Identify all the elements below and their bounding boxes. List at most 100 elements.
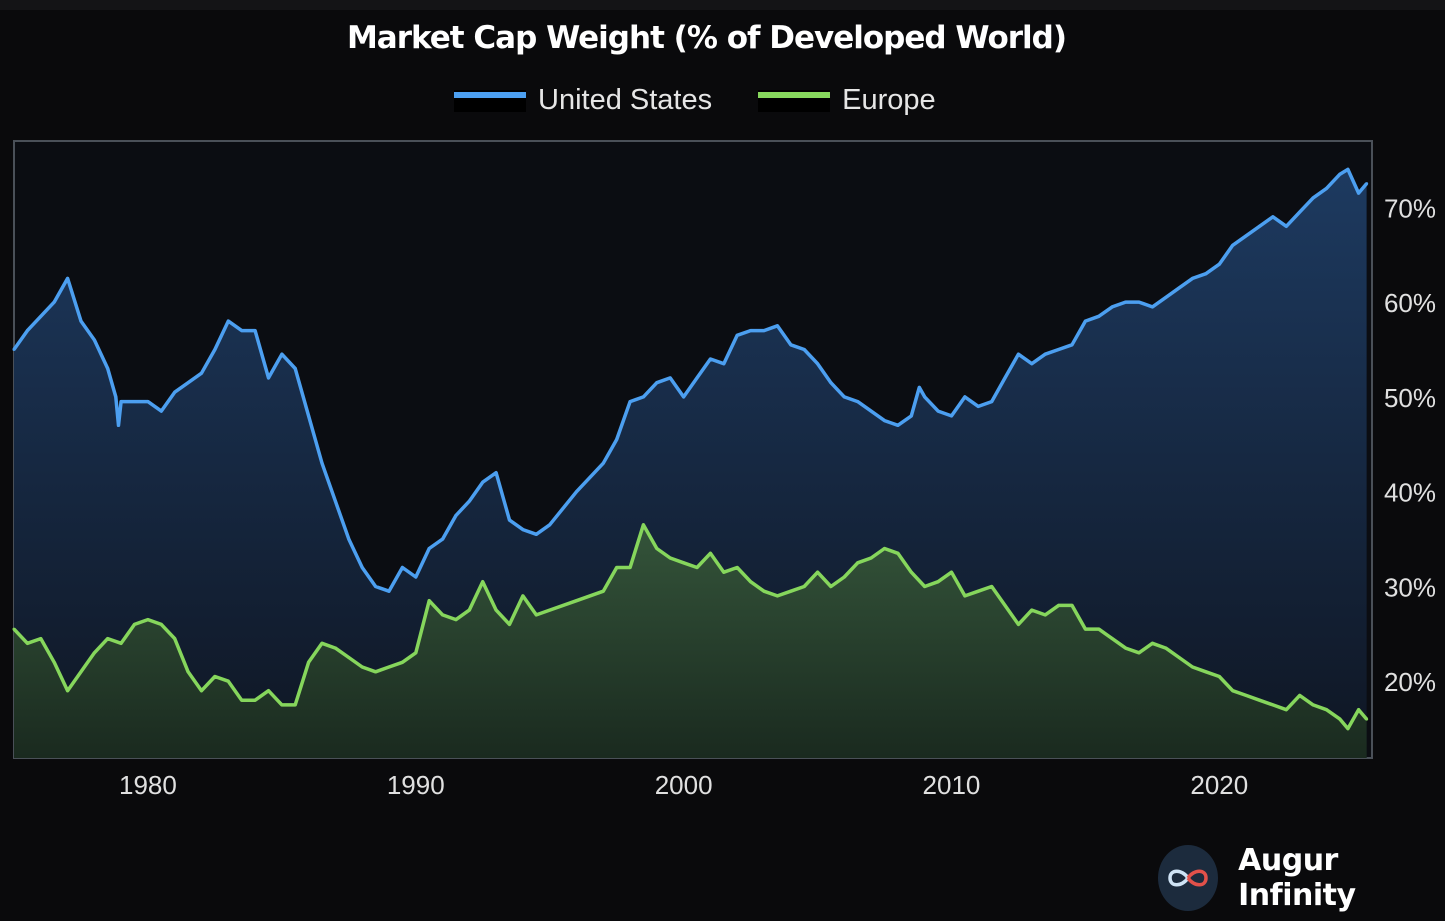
point-us	[534, 532, 538, 536]
point-us	[1110, 305, 1114, 309]
point-us	[307, 414, 311, 418]
point-us	[909, 414, 913, 418]
point-us	[199, 371, 203, 375]
point-us	[1324, 186, 1328, 190]
point-us	[856, 400, 860, 404]
point-europe	[253, 698, 257, 702]
y-tick-label: 60%	[1384, 288, 1436, 318]
point-europe	[802, 584, 806, 588]
point-us	[347, 537, 351, 541]
point-us	[481, 480, 485, 484]
point-us	[66, 276, 70, 280]
point-europe	[695, 565, 699, 569]
point-europe	[534, 613, 538, 617]
point-europe	[1357, 708, 1361, 712]
point-us	[1191, 276, 1195, 280]
point-europe	[615, 565, 619, 569]
point-us	[682, 395, 686, 399]
infinity-icon	[1158, 845, 1219, 911]
point-europe	[293, 703, 297, 707]
point-us	[414, 575, 418, 579]
point-us	[1284, 224, 1288, 228]
point-us	[1258, 224, 1262, 228]
point-europe	[548, 608, 552, 612]
point-europe	[842, 575, 846, 579]
point-europe	[1244, 693, 1248, 697]
point-europe	[414, 651, 418, 655]
legend-item-europe: Europe	[758, 84, 936, 117]
point-europe	[1346, 727, 1350, 731]
point-us	[116, 423, 120, 427]
point-us	[615, 438, 619, 442]
point-europe	[186, 670, 190, 674]
area-europe	[14, 524, 1367, 758]
point-europe	[240, 698, 244, 702]
point-us	[789, 343, 793, 347]
point-europe	[133, 622, 137, 626]
point-europe	[441, 613, 445, 617]
point-us	[816, 362, 820, 366]
point-us	[374, 584, 378, 588]
point-europe	[1043, 613, 1047, 617]
point-us	[1043, 352, 1047, 356]
point-europe	[668, 556, 672, 560]
point-europe	[762, 589, 766, 593]
x-tick-label: 2000	[655, 770, 713, 800]
brand-name: Augur Infinity	[1238, 843, 1356, 913]
point-us	[119, 400, 123, 404]
y-tick-label: 20%	[1384, 667, 1436, 697]
point-europe	[427, 599, 431, 603]
point-europe	[829, 584, 833, 588]
point-europe	[25, 641, 29, 645]
point-us	[1070, 343, 1074, 347]
point-us	[1204, 272, 1208, 276]
point-us	[1177, 286, 1181, 290]
point-us	[1164, 295, 1168, 299]
point-europe	[266, 689, 270, 693]
point-europe	[226, 679, 230, 683]
point-us	[655, 381, 659, 385]
point-us	[990, 400, 994, 404]
point-europe	[1324, 708, 1328, 712]
point-us	[917, 385, 921, 389]
point-us	[896, 423, 900, 427]
point-us	[1271, 215, 1275, 219]
point-europe	[722, 570, 726, 574]
point-us	[293, 366, 297, 370]
point-us	[936, 409, 940, 413]
legend-label-us: United States	[538, 84, 713, 116]
point-us	[12, 348, 16, 352]
point-europe	[682, 561, 686, 565]
point-europe	[481, 580, 485, 584]
point-us	[1346, 167, 1350, 171]
point-europe	[735, 565, 739, 569]
point-europe	[816, 570, 820, 574]
point-europe	[574, 599, 578, 603]
point-us	[25, 329, 29, 333]
point-us	[1097, 314, 1101, 318]
point-us	[427, 547, 431, 551]
point-europe	[990, 584, 994, 588]
point-europe	[1338, 717, 1342, 721]
point-europe	[976, 589, 980, 593]
point-europe	[1298, 693, 1302, 697]
point-us	[114, 395, 118, 399]
point-europe	[1204, 670, 1208, 674]
point-us	[574, 490, 578, 494]
point-europe	[775, 594, 779, 598]
point-europe	[923, 584, 927, 588]
point-europe	[1124, 646, 1128, 650]
point-europe	[1003, 603, 1007, 607]
point-europe	[347, 656, 351, 660]
point-us	[923, 395, 927, 399]
point-us	[320, 461, 324, 465]
point-europe	[1070, 603, 1074, 607]
point-europe	[387, 665, 391, 669]
point-us	[173, 390, 177, 394]
point-europe	[749, 580, 753, 584]
point-europe	[896, 551, 900, 555]
point-us	[441, 537, 445, 541]
point-europe	[307, 660, 311, 664]
x-tick-label: 2020	[1190, 770, 1248, 800]
legend-label-europe: Europe	[842, 84, 936, 116]
